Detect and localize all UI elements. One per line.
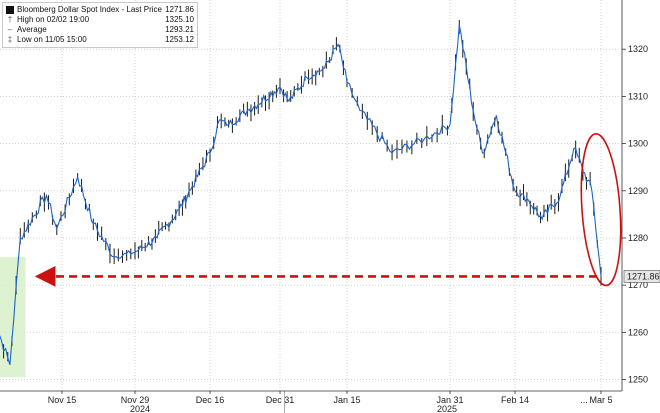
x-tick-label: Jan 15 — [333, 395, 360, 405]
legend: Bloomberg Dollar Spot Index - Last Price… — [2, 2, 198, 48]
legend-row-average: – Average 1293.21 — [6, 25, 194, 35]
x-tick-label: Dec 31 — [266, 395, 295, 405]
x-tick-label: Jan 31 — [436, 395, 463, 405]
y-tick-label: 1300 — [628, 139, 648, 149]
price-line — [0, 24, 602, 365]
legend-row-low: ‡ Low on 11/05 15:00 1253.12 — [6, 35, 194, 45]
x-tick-label: Mar 5 — [589, 395, 612, 405]
x-tick-label: Nov 29 — [121, 395, 150, 405]
legend-average-value: 1293.21 — [165, 25, 194, 34]
grid-lines — [0, 0, 622, 391]
legend-title-row: Bloomberg Dollar Spot Index - Last Price… — [6, 5, 194, 15]
legend-low-value: 1253.12 — [165, 35, 194, 44]
series-swatch-icon — [6, 6, 14, 14]
year-label: 2025 — [437, 404, 457, 413]
legend-low-label: Low on 11/05 15:00 — [17, 35, 87, 44]
high-marker-icon: † — [7, 15, 13, 24]
x-tick-label: Nov 15 — [48, 395, 77, 405]
y-tick-label: 1280 — [628, 233, 648, 243]
legend-last-value: 1271.86 — [165, 5, 194, 14]
x-tick-ellipsis: ... — [580, 395, 588, 405]
y-tick-label: 1250 — [628, 375, 648, 385]
legend-row-high: † High on 02/02 19:00 1325.10 — [6, 15, 194, 25]
legend-title-text: Bloomberg Dollar Spot Index - Last Price — [17, 5, 162, 14]
selloff-ellipse — [580, 133, 622, 287]
low-marker-icon: ‡ — [7, 35, 13, 44]
last-price-label: 1271.86 — [627, 271, 660, 281]
year-label: 2024 — [130, 404, 150, 413]
annotations — [34, 133, 622, 287]
x-tick-label: Dec 16 — [196, 395, 225, 405]
legend-average-label: Average — [17, 25, 47, 34]
legend-high-value: 1325.10 — [165, 15, 194, 24]
x-tick-label: Feb 14 — [501, 395, 529, 405]
legend-title: Bloomberg Dollar Spot Index - Last Price — [6, 5, 162, 15]
price-series — [0, 24, 602, 365]
average-marker-icon: – — [7, 25, 13, 34]
y-tick-label: 1290 — [628, 186, 648, 196]
y-tick-label: 1260 — [628, 327, 648, 337]
last-price-box — [623, 270, 660, 283]
legend-high-label: High on 02/02 19:00 — [17, 15, 90, 24]
highlight-box — [0, 256, 26, 378]
y-tick-label: 1270 — [628, 280, 648, 290]
y-tick-label: 1320 — [628, 44, 648, 54]
y-tick-label: 1310 — [628, 91, 648, 101]
highlight-region — [0, 256, 26, 378]
